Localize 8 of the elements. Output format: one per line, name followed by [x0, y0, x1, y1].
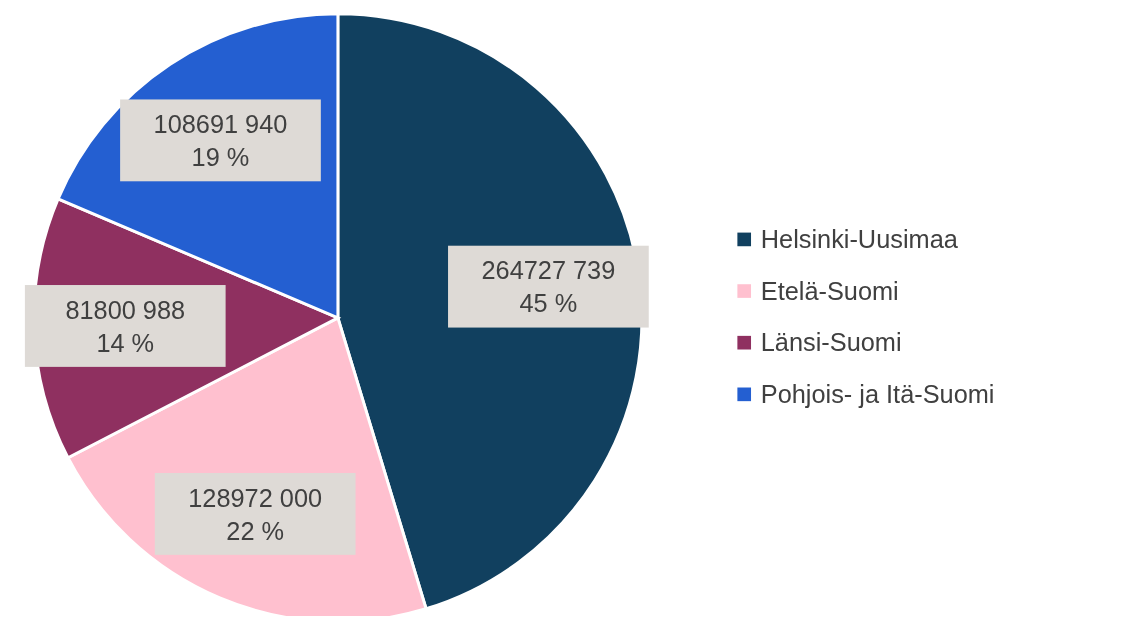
legend-label: Etelä-Suomi	[760, 276, 899, 305]
data-label: 264727 739 45 %	[481, 256, 616, 318]
legend-label: Länsi-Suomi	[760, 328, 902, 357]
data-label: 108691 940 19 %	[153, 110, 288, 172]
legend-label: Helsinki-Uusimaa	[760, 225, 959, 254]
data-label: 81800 988 14 %	[65, 295, 186, 357]
legend-label: Pohjois- ja Itä-Suomi	[760, 380, 995, 409]
data-label: 128972 000 22 %	[188, 483, 323, 545]
